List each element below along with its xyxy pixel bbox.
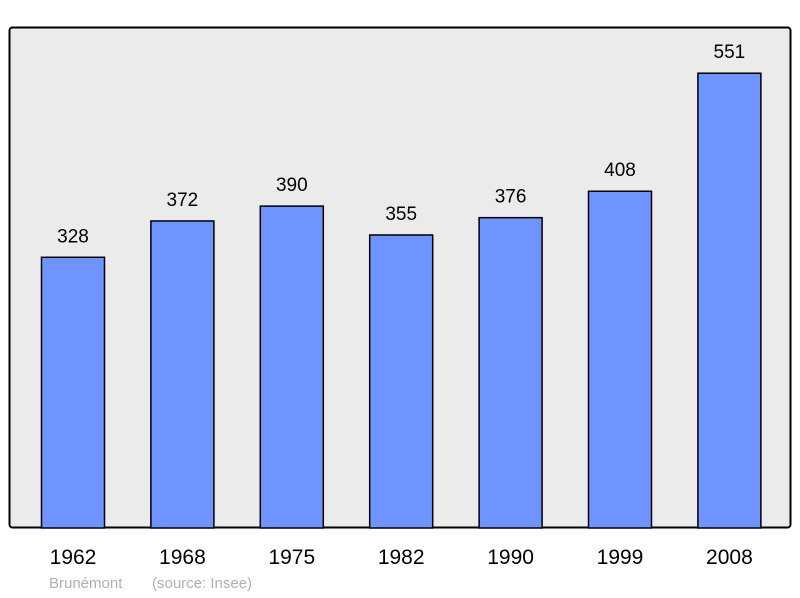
- x-tick-label: 1990: [487, 546, 534, 569]
- data-label-1982: 355: [385, 204, 417, 225]
- x-tick-label: 1975: [268, 546, 315, 569]
- data-label-1990: 376: [495, 187, 527, 208]
- x-tick-label: 1968: [159, 546, 206, 569]
- bar-1982: [368, 234, 434, 529]
- data-label-1962: 328: [57, 226, 89, 247]
- x-tick-label: 2008: [706, 546, 753, 569]
- data-label-1999: 408: [604, 160, 636, 181]
- data-label-2008: 551: [714, 42, 746, 63]
- bar-1968: [150, 220, 215, 529]
- bar-1999: [587, 190, 653, 529]
- bar-2008: [697, 72, 762, 529]
- footer-source: (source: Insee): [152, 575, 253, 592]
- footer-place: Brunémont: [49, 575, 123, 592]
- bar-1962: [40, 256, 106, 529]
- bar-1990: [478, 216, 543, 529]
- data-label-1975: 390: [276, 175, 308, 196]
- bar-1975: [259, 205, 325, 529]
- data-label-1968: 372: [167, 190, 199, 211]
- x-tick-label: 1982: [378, 546, 425, 569]
- x-tick-label: 1962: [50, 546, 97, 569]
- x-tick-label: 1999: [597, 546, 644, 569]
